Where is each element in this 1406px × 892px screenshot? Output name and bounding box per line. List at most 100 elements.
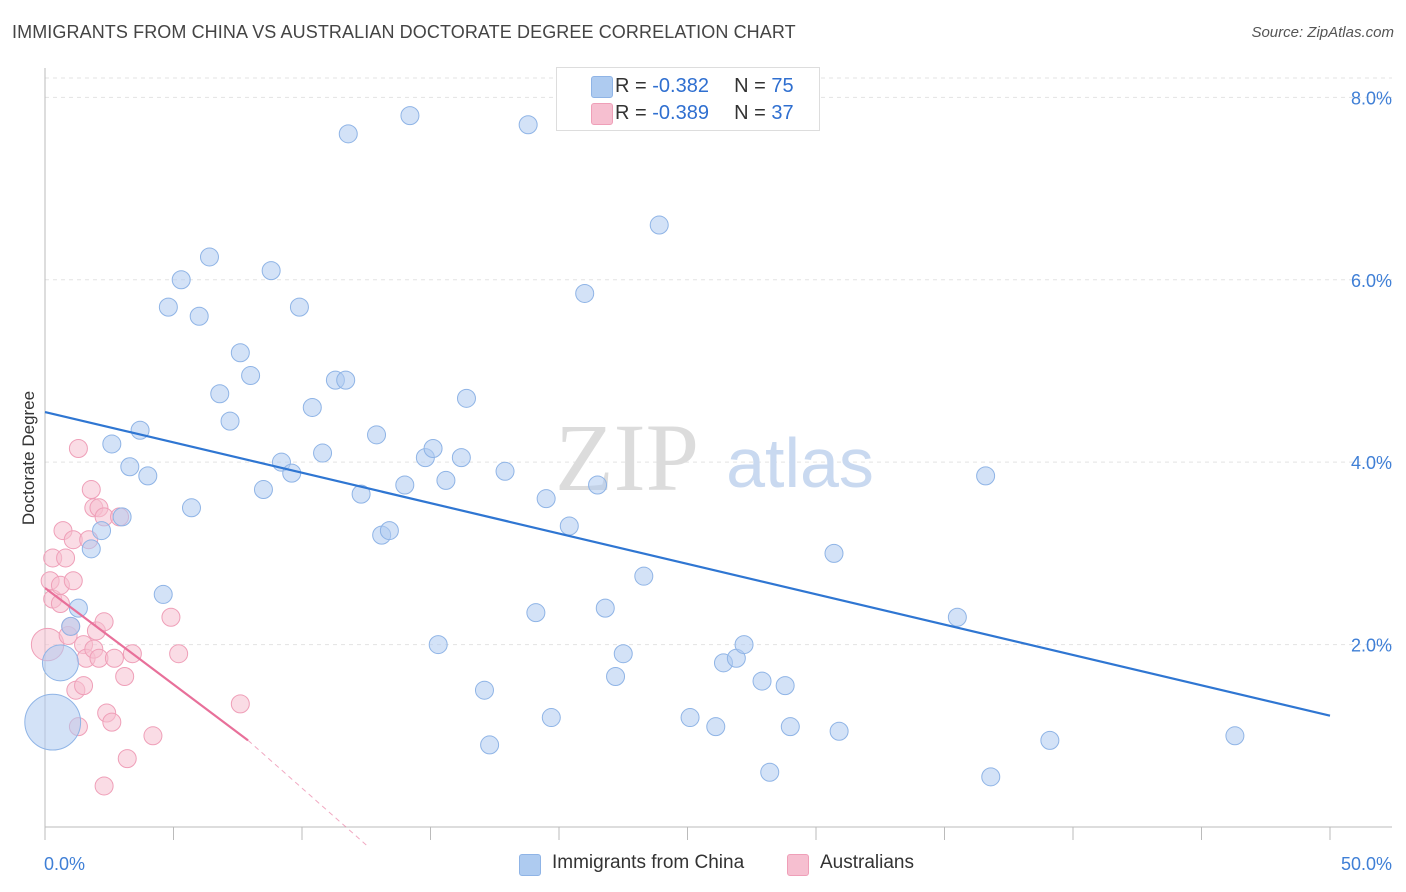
point-immigrants-from-china — [634, 566, 654, 586]
point-australians — [94, 776, 114, 796]
point-australians — [63, 571, 83, 591]
point-immigrants-from-china — [61, 616, 81, 636]
y-tick-label: 2.0% — [1351, 636, 1392, 656]
watermark-zip: ZIP — [555, 404, 699, 511]
point-immigrants-from-china — [210, 384, 230, 404]
bottom-legend-china: Immigrants from China — [552, 852, 745, 873]
legend-n-label: N = — [734, 102, 766, 124]
point-immigrants-from-china — [138, 466, 158, 486]
point-immigrants-from-china — [253, 480, 273, 500]
legend-r-value: -0.382 — [652, 75, 709, 97]
point-immigrants-from-china — [649, 215, 669, 235]
point-immigrants-from-china — [495, 461, 515, 481]
source-label: Source: ZipAtlas.com — [1251, 24, 1394, 41]
point-immigrants-from-china — [981, 767, 1001, 787]
correlation-legend: R = -0.382 N = 75 R = -0.389 N = 37 — [556, 67, 820, 131]
point-immigrants-from-china — [120, 457, 140, 477]
bottom-legend-australians: Australians — [820, 852, 914, 873]
point-australians — [169, 644, 189, 664]
point-immigrants-from-china — [199, 247, 219, 267]
point-immigrants-from-china — [112, 507, 132, 527]
point-immigrants-from-china — [706, 717, 726, 737]
legend-row-china: R = -0.382 N = 75 — [591, 75, 794, 99]
point-immigrants-from-china — [379, 521, 399, 541]
chart-title: IMMIGRANTS FROM CHINA VS AUSTRALIAN DOCT… — [12, 22, 796, 42]
trend-line-china — [44, 410, 1331, 717]
legend-row-australians: R = -0.389 N = 37 — [591, 102, 794, 126]
point-immigrants-from-china — [752, 671, 772, 691]
point-immigrants-from-china — [595, 598, 615, 618]
point-immigrants-from-china — [480, 735, 500, 755]
point-immigrants-from-china — [780, 717, 800, 737]
point-australians — [68, 439, 88, 458]
point-australians — [50, 594, 70, 614]
point-immigrants-from-china — [153, 584, 173, 604]
point-immigrants-from-china — [102, 434, 122, 454]
point-immigrants-from-china — [241, 366, 261, 386]
point-immigrants-from-china — [451, 448, 471, 468]
point-immigrants-from-china — [559, 516, 579, 536]
point-immigrants-from-china — [1040, 730, 1060, 750]
point-immigrants-from-china — [181, 498, 201, 518]
point-immigrants-from-china — [606, 667, 626, 687]
legend-r-label: R = — [615, 75, 647, 97]
point-immigrants-from-china — [24, 693, 82, 751]
point-immigrants-from-china — [68, 598, 88, 618]
x-tick-label-max: 50.0% — [1341, 854, 1392, 874]
point-immigrants-from-china — [976, 466, 996, 486]
legend-n-value: 37 — [771, 102, 794, 124]
point-immigrants-from-china — [518, 115, 538, 135]
bottom-legend-swatch-pink — [787, 854, 809, 876]
legend-n-label: N = — [734, 75, 766, 97]
point-australians — [104, 648, 124, 668]
point-immigrants-from-china — [338, 124, 358, 144]
point-australians — [161, 607, 181, 627]
point-immigrants-from-china — [351, 484, 371, 504]
y-tick-label: 6.0% — [1351, 271, 1392, 291]
point-immigrants-from-china — [526, 603, 546, 623]
legend-r-label: R = — [615, 102, 647, 124]
point-australians — [74, 676, 94, 696]
point-australians — [56, 548, 76, 568]
series-immigrants-from-china — [24, 96, 1245, 787]
point-australians — [230, 694, 250, 714]
point-immigrants-from-china — [336, 370, 356, 390]
y-tick-label: 4.0% — [1351, 453, 1392, 473]
y-axis-label: Doctorate Degree — [19, 391, 38, 525]
point-immigrants-from-china — [289, 297, 309, 317]
point-immigrants-from-china — [575, 283, 595, 303]
point-immigrants-from-china — [367, 425, 387, 445]
point-immigrants-from-china — [400, 106, 420, 126]
legend-r-value: -0.389 — [652, 102, 709, 124]
point-immigrants-from-china — [436, 470, 456, 490]
point-immigrants-from-china — [1225, 726, 1245, 746]
point-australians — [115, 667, 135, 687]
point-immigrants-from-china — [734, 635, 754, 655]
point-immigrants-from-china — [302, 397, 322, 417]
y-tick-label: 8.0% — [1351, 88, 1392, 108]
point-immigrants-from-china — [775, 676, 795, 696]
point-immigrants-from-china — [428, 635, 448, 655]
point-immigrants-from-china — [613, 644, 633, 664]
point-immigrants-from-china — [92, 521, 112, 541]
point-immigrants-from-china — [541, 708, 561, 728]
point-immigrants-from-china — [230, 343, 250, 363]
x-tick-label-min: 0.0% — [44, 854, 85, 874]
trend-lines — [44, 410, 1331, 846]
point-immigrants-from-china — [536, 489, 556, 509]
legend-swatch-blue — [591, 76, 613, 98]
trend-line-australians-extension — [247, 739, 367, 846]
point-immigrants-from-china — [824, 543, 844, 563]
legend-n-value: 75 — [771, 75, 794, 97]
point-immigrants-from-china — [41, 644, 79, 682]
point-australians — [94, 612, 114, 632]
point-immigrants-from-china — [947, 607, 967, 627]
watermark-atlas: atlas — [726, 424, 874, 502]
point-immigrants-from-china — [282, 463, 302, 483]
point-immigrants-from-china — [313, 443, 333, 463]
point-australians — [143, 726, 163, 746]
point-immigrants-from-china — [171, 270, 191, 290]
point-immigrants-from-china — [680, 708, 700, 728]
point-immigrants-from-china — [760, 762, 780, 782]
